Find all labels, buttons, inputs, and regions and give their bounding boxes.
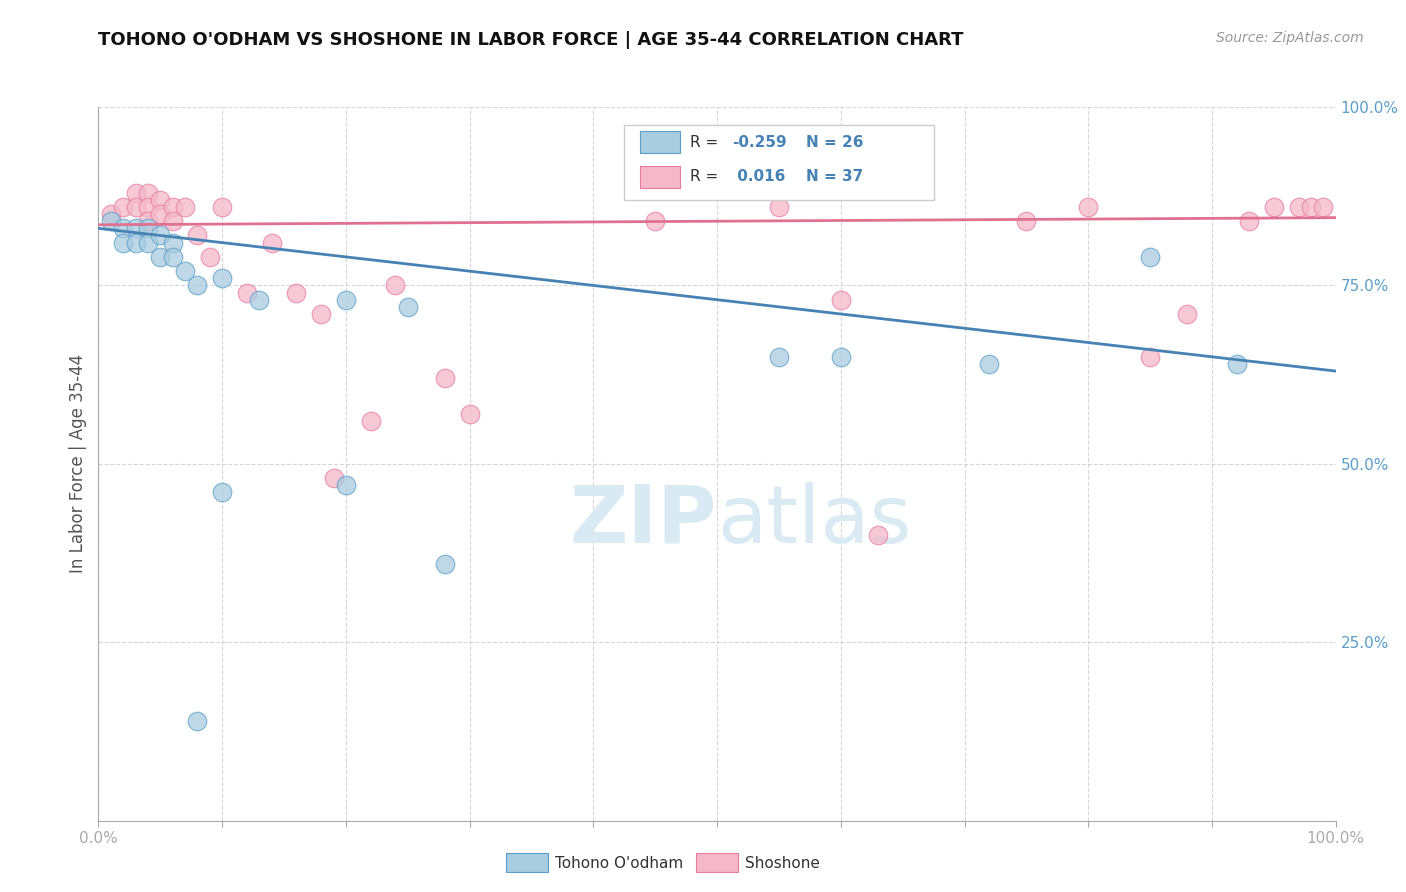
- Point: [136, 235, 159, 250]
- Point: [1237, 214, 1260, 228]
- Point: [124, 221, 146, 235]
- Point: [309, 307, 332, 321]
- Point: [236, 285, 259, 300]
- Text: Tohono O'odham: Tohono O'odham: [555, 856, 683, 871]
- Point: [149, 250, 172, 264]
- Point: [112, 235, 135, 250]
- Text: R =: R =: [690, 135, 723, 150]
- Point: [100, 214, 122, 228]
- Point: [124, 186, 146, 200]
- Point: [149, 193, 172, 207]
- Point: [644, 214, 666, 228]
- Point: [149, 228, 172, 243]
- Point: [124, 200, 146, 214]
- Point: [979, 357, 1001, 371]
- FancyBboxPatch shape: [640, 166, 681, 188]
- Point: [136, 221, 159, 235]
- Point: [1077, 200, 1099, 214]
- Point: [162, 214, 184, 228]
- Text: N = 37: N = 37: [806, 169, 863, 185]
- Point: [247, 293, 270, 307]
- Point: [830, 293, 852, 307]
- Point: [162, 200, 184, 214]
- Point: [186, 278, 208, 293]
- Point: [768, 200, 790, 214]
- Point: [335, 293, 357, 307]
- FancyBboxPatch shape: [624, 125, 934, 200]
- FancyBboxPatch shape: [640, 130, 681, 153]
- Point: [384, 278, 406, 293]
- Point: [100, 207, 122, 221]
- Point: [396, 300, 419, 314]
- Point: [112, 221, 135, 235]
- Point: [433, 557, 456, 571]
- Point: [162, 250, 184, 264]
- Point: [1015, 214, 1038, 228]
- Point: [1288, 200, 1310, 214]
- Text: Source: ZipAtlas.com: Source: ZipAtlas.com: [1216, 31, 1364, 45]
- Text: -0.259: -0.259: [733, 135, 786, 150]
- Text: 0.016: 0.016: [733, 169, 786, 185]
- Point: [1139, 350, 1161, 364]
- Text: TOHONO O'ODHAM VS SHOSHONE IN LABOR FORCE | AGE 35-44 CORRELATION CHART: TOHONO O'ODHAM VS SHOSHONE IN LABOR FORC…: [98, 31, 965, 49]
- Point: [768, 350, 790, 364]
- Text: Shoshone: Shoshone: [745, 856, 820, 871]
- Point: [174, 200, 197, 214]
- Point: [1175, 307, 1198, 321]
- Point: [866, 528, 889, 542]
- Point: [433, 371, 456, 385]
- Y-axis label: In Labor Force | Age 35-44: In Labor Force | Age 35-44: [69, 354, 87, 574]
- Point: [830, 350, 852, 364]
- Text: R =: R =: [690, 169, 723, 185]
- Point: [186, 714, 208, 728]
- Point: [211, 485, 233, 500]
- Point: [458, 407, 481, 421]
- Point: [186, 228, 208, 243]
- Point: [136, 214, 159, 228]
- Point: [285, 285, 308, 300]
- Point: [1299, 200, 1322, 214]
- Text: N = 26: N = 26: [806, 135, 863, 150]
- Point: [360, 414, 382, 428]
- Point: [162, 235, 184, 250]
- Point: [322, 471, 344, 485]
- Point: [112, 200, 135, 214]
- Point: [1226, 357, 1249, 371]
- Point: [335, 478, 357, 492]
- Point: [260, 235, 283, 250]
- Point: [136, 186, 159, 200]
- Point: [149, 207, 172, 221]
- Point: [1263, 200, 1285, 214]
- Text: ZIP: ZIP: [569, 482, 717, 560]
- Point: [211, 200, 233, 214]
- Point: [136, 200, 159, 214]
- Point: [174, 264, 197, 278]
- Point: [1312, 200, 1334, 214]
- Point: [1139, 250, 1161, 264]
- Point: [198, 250, 221, 264]
- Point: [124, 235, 146, 250]
- Text: atlas: atlas: [717, 482, 911, 560]
- Point: [211, 271, 233, 285]
